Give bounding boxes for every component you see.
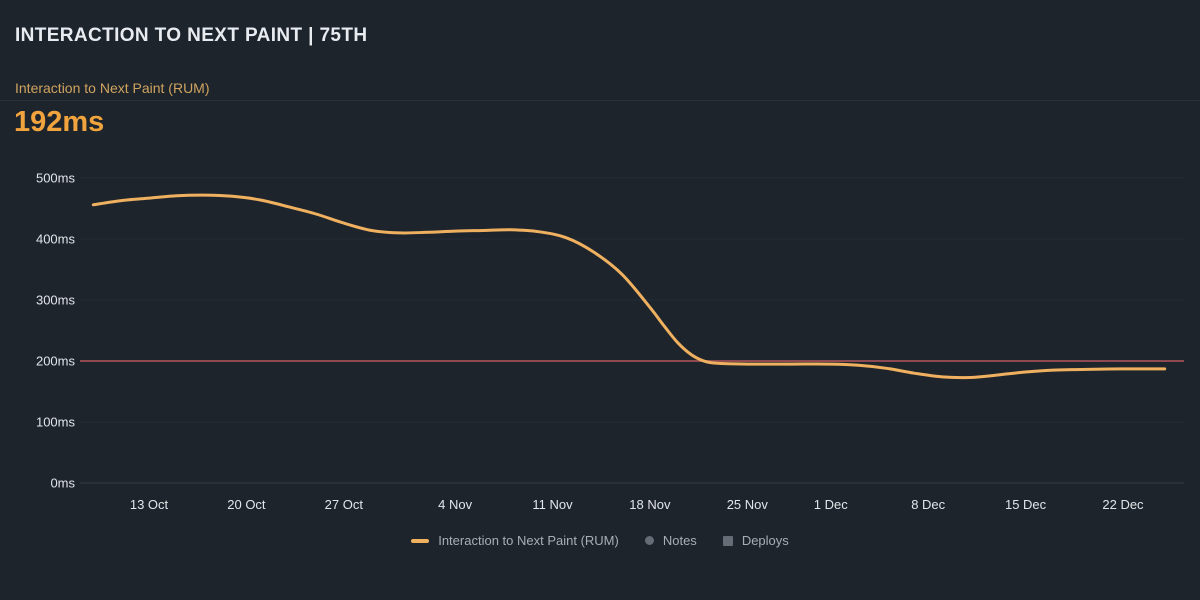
x-tick-label: 20 Oct bbox=[227, 497, 266, 512]
x-tick-label: 1 Dec bbox=[813, 497, 848, 512]
series-dash-icon bbox=[411, 538, 430, 543]
x-tick-label: 13 Oct bbox=[129, 497, 169, 512]
deploys-square-icon bbox=[722, 535, 733, 546]
legend-item-label: Notes bbox=[662, 533, 697, 548]
y-tick-label: 400ms bbox=[35, 231, 75, 247]
metric-label: Interaction to Next Paint (RUM) bbox=[15, 80, 210, 96]
legend-item-label: Deploys bbox=[741, 533, 789, 548]
y-tick-label: 300ms bbox=[35, 292, 75, 308]
metric-current-value: 192ms bbox=[14, 106, 105, 138]
legend-item-deploys[interactable]: Deploys bbox=[722, 533, 789, 548]
y-tick-label: 200ms bbox=[35, 353, 75, 369]
x-tick-label: 25 Nov bbox=[726, 497, 768, 512]
y-tick-label: 100ms bbox=[35, 414, 75, 430]
legend-item-label: Interaction to Next Paint (RUM) bbox=[438, 533, 619, 548]
x-tick-label: 8 Dec bbox=[911, 497, 946, 512]
x-tick-label: 27 Oct bbox=[324, 497, 363, 512]
x-tick-label: 4 Nov bbox=[438, 497, 473, 512]
notes-dot-icon bbox=[644, 536, 654, 545]
x-tick-label: 15 Dec bbox=[1004, 497, 1047, 512]
y-tick-label: 0ms bbox=[50, 475, 75, 491]
gridlines bbox=[80, 177, 1184, 484]
page-title: INTERACTION TO NEXT PAINT | 75TH bbox=[15, 25, 368, 46]
x-tick-label: 22 Dec bbox=[1102, 497, 1144, 512]
x-tick-label: 18 Nov bbox=[629, 497, 671, 512]
y-tick-label: 500ms bbox=[35, 170, 75, 186]
x-tick-label: 11 Nov bbox=[532, 497, 573, 512]
legend-item-notes[interactable]: Notes bbox=[644, 533, 697, 548]
series-line-inp-rum bbox=[91, 193, 1167, 380]
header-divider bbox=[0, 100, 1200, 101]
chart-legend: Interaction to Next Paint (RUM) Notes De… bbox=[0, 533, 1200, 548]
legend-item-inp-rum[interactable]: Interaction to Next Paint (RUM) bbox=[411, 533, 619, 548]
